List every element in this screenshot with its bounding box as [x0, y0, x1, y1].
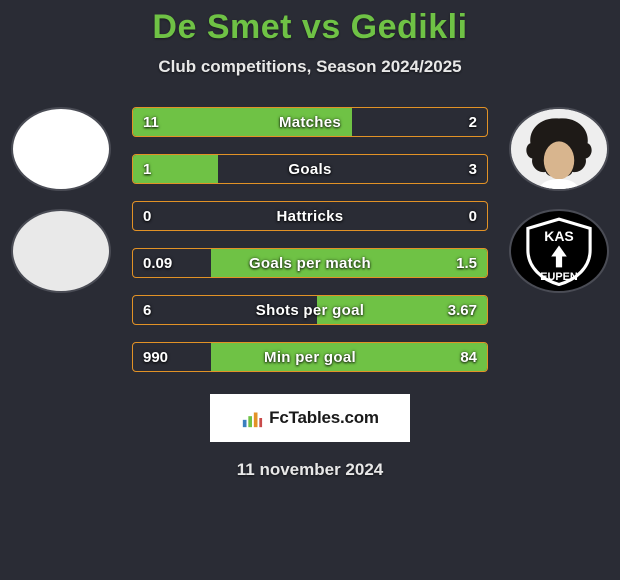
- stat-label: Goals per match: [133, 249, 487, 277]
- subtitle: Club competitions, Season 2024/2025: [0, 57, 620, 77]
- right-player-avatar: [509, 107, 609, 191]
- stat-value-right: 1.5: [456, 249, 477, 277]
- stat-row: 990 Min per goal 84: [132, 342, 488, 372]
- stat-value-right: 3: [469, 155, 477, 183]
- brand-logo-icon: [241, 407, 263, 429]
- brand-text: FcTables.com: [269, 408, 379, 428]
- comparison-date: 11 november 2024: [0, 460, 620, 480]
- stat-row: 0 Hattricks 0: [132, 201, 488, 231]
- svg-text:EUPEN: EUPEN: [540, 271, 578, 283]
- left-player-avatar: [11, 107, 111, 191]
- right-player-col: KAS EUPEN: [504, 107, 614, 293]
- stat-value-right: 84: [460, 343, 477, 371]
- stat-row: 11 Matches 2: [132, 107, 488, 137]
- stat-value-right: 2: [469, 108, 477, 136]
- stat-label: Hattricks: [133, 202, 487, 230]
- stat-row: 6 Shots per goal 3.67: [132, 295, 488, 325]
- brand-badge[interactable]: FcTables.com: [210, 394, 410, 442]
- stat-row: 0.09 Goals per match 1.5: [132, 248, 488, 278]
- comparison-widget: De Smet vs Gedikli Club competitions, Se…: [0, 0, 620, 480]
- stat-row: 1 Goals 3: [132, 154, 488, 184]
- page-title: De Smet vs Gedikli: [0, 8, 620, 47]
- right-club-logo: KAS EUPEN: [509, 209, 609, 293]
- stat-value-right: 0: [469, 202, 477, 230]
- left-player-col: [6, 107, 116, 293]
- comparison-layout: 11 Matches 2 1 Goals 3 0 Hattricks 0: [0, 107, 620, 372]
- stat-label: Shots per goal: [133, 296, 487, 324]
- stat-label: Matches: [133, 108, 487, 136]
- player-photo-icon: [511, 109, 607, 189]
- svg-text:KAS: KAS: [544, 228, 574, 244]
- club-shield-icon: KAS EUPEN: [520, 216, 598, 286]
- left-club-logo: [11, 209, 111, 293]
- stat-value-right: 3.67: [448, 296, 477, 324]
- stats-bars: 11 Matches 2 1 Goals 3 0 Hattricks 0: [132, 107, 488, 372]
- stat-label: Min per goal: [133, 343, 487, 371]
- stat-label: Goals: [133, 155, 487, 183]
